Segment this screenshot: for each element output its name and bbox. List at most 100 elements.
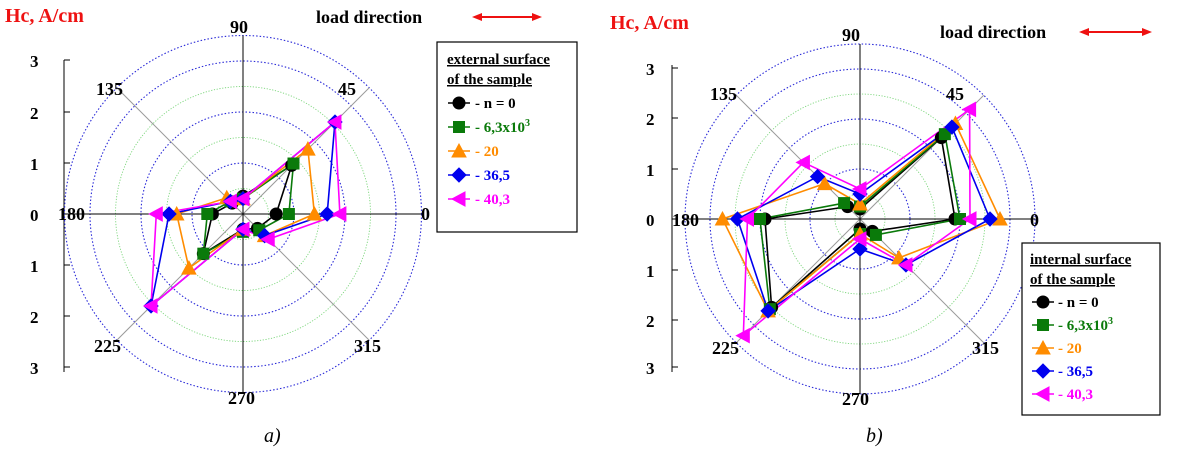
panel-a-r-tick-label: 2 xyxy=(30,308,39,327)
data-point xyxy=(197,247,210,260)
data-point xyxy=(201,208,214,220)
legend-marker xyxy=(1036,295,1050,309)
panel-b-legend-subtitle: of the sample xyxy=(1030,272,1115,288)
data-point xyxy=(739,211,754,227)
data-point xyxy=(260,231,275,248)
panel-a-angle-label: 225 xyxy=(94,336,121,356)
legend-label: - 40,3 xyxy=(1058,387,1093,403)
legend-label: - 6,3x103 xyxy=(1058,316,1113,334)
data-point xyxy=(852,241,868,257)
data-point xyxy=(148,206,163,222)
legend-marker xyxy=(1035,339,1051,355)
data-point xyxy=(142,298,158,314)
legend-marker xyxy=(451,142,467,158)
panel-b-r-tick-label: 0 xyxy=(646,211,655,230)
data-point xyxy=(938,128,951,141)
legend-marker xyxy=(453,121,465,133)
data-point xyxy=(944,119,960,135)
data-point xyxy=(760,303,776,319)
panel-a-angle-label: 270 xyxy=(228,388,255,408)
panel-b-angle-label: 90 xyxy=(842,25,860,45)
legend-label: - 36,5 xyxy=(1058,364,1093,380)
data-point xyxy=(897,257,913,273)
legend-marker xyxy=(452,96,466,110)
panel-b-r-tick-label: 2 xyxy=(646,110,655,129)
legend-label: - 6,3x103 xyxy=(475,118,530,136)
panel-a-r-tick-label: 3 xyxy=(30,52,39,71)
legend-label: - n = 0 xyxy=(1058,295,1099,311)
panel-a-angle-label: 0 xyxy=(421,204,430,224)
panel-b-series xyxy=(714,101,1008,344)
data-point xyxy=(851,181,867,197)
panel-a-series xyxy=(142,114,347,314)
legend-label: - 36,5 xyxy=(475,168,510,184)
legend-marker xyxy=(1034,386,1050,402)
panel-b-r-tick-label: 1 xyxy=(646,262,655,281)
panel-b-legend-title: internal surface xyxy=(1030,252,1132,268)
data-point xyxy=(319,206,335,222)
panel-a-angle-label: 180 xyxy=(58,204,85,224)
panel-a-angle-label: 45 xyxy=(338,79,356,99)
data-point xyxy=(331,206,347,222)
data-point xyxy=(234,190,250,207)
panel-a-load-arrow xyxy=(472,13,542,21)
panel-b-angle-label: 315 xyxy=(972,338,999,358)
panel-b-r-tick-label: 3 xyxy=(646,60,655,79)
data-point xyxy=(816,175,833,191)
panel-b-caption: b) xyxy=(866,425,883,447)
data-point xyxy=(851,231,867,247)
legend-label: - n = 0 xyxy=(475,96,516,112)
panel-b-legend: internal surface of the sample - n = 0 - … xyxy=(1021,242,1161,416)
panel-a-legend-title: external surface xyxy=(447,52,550,68)
data-point xyxy=(287,157,300,170)
legend-label: - 20 xyxy=(1058,341,1082,357)
panel-b-r-tick-label: 1 xyxy=(646,161,655,180)
legend-label: - 20 xyxy=(475,144,499,160)
panel-b-angle-label: 45 xyxy=(946,84,964,104)
panel-a-angle-label: 90 xyxy=(230,17,248,37)
data-point xyxy=(795,154,810,171)
panel-a-legend: external surface of the sample - n = 0 - … xyxy=(436,41,578,233)
data-point xyxy=(754,213,766,225)
legend-marker xyxy=(451,167,467,183)
data-point xyxy=(869,228,882,241)
panel-a-r-tick-label: 1 xyxy=(30,155,39,174)
panel-a-y-label: Hc, A/cm xyxy=(5,5,84,27)
data-point xyxy=(306,205,323,221)
panel-b-angle-label: 135 xyxy=(710,84,737,104)
panel-a-angle-label: 135 xyxy=(96,79,123,99)
data-point xyxy=(222,193,237,210)
data-point xyxy=(161,206,177,222)
data-point xyxy=(269,207,283,221)
panel-b-r-tick-label: 2 xyxy=(646,312,655,331)
data-point xyxy=(326,114,342,130)
legend-marker xyxy=(1035,363,1051,379)
panel-b: Hc, A/cm load direction 3 2 1 0 1 2 3 0 … xyxy=(610,12,1161,447)
panel-b-r-tick-label: 3 xyxy=(646,359,655,378)
panel-a-r-tick-label: 3 xyxy=(30,359,39,378)
panel-b-y-label: Hc, A/cm xyxy=(610,12,689,34)
panel-b-load-arrow xyxy=(1079,28,1152,36)
data-point xyxy=(961,211,977,227)
panel-a-angle-label: 315 xyxy=(354,336,381,356)
data-point xyxy=(729,211,746,227)
panel-b-angle-label: 270 xyxy=(842,389,869,409)
panel-a: Hc, A/cm load direction 3 2 1 0 1 2 3 0 xyxy=(5,5,578,447)
panel-a-legend-subtitle: of the sample xyxy=(447,72,532,88)
legend-marker xyxy=(1037,319,1049,331)
panel-b-angle-label: 180 xyxy=(672,210,699,230)
data-point xyxy=(714,210,731,226)
data-point xyxy=(809,168,826,185)
panel-a-load-label: load direction xyxy=(316,7,422,27)
data-point xyxy=(234,221,250,238)
data-point xyxy=(961,101,977,118)
data-point xyxy=(181,260,197,275)
data-point xyxy=(735,327,750,344)
data-point xyxy=(838,197,851,210)
panel-b-r-ticks xyxy=(672,67,678,368)
data-point xyxy=(282,208,295,220)
panel-a-r-tick-label: 2 xyxy=(30,104,39,123)
data-point xyxy=(300,141,316,156)
panel-b-angle-label: 225 xyxy=(712,338,739,358)
